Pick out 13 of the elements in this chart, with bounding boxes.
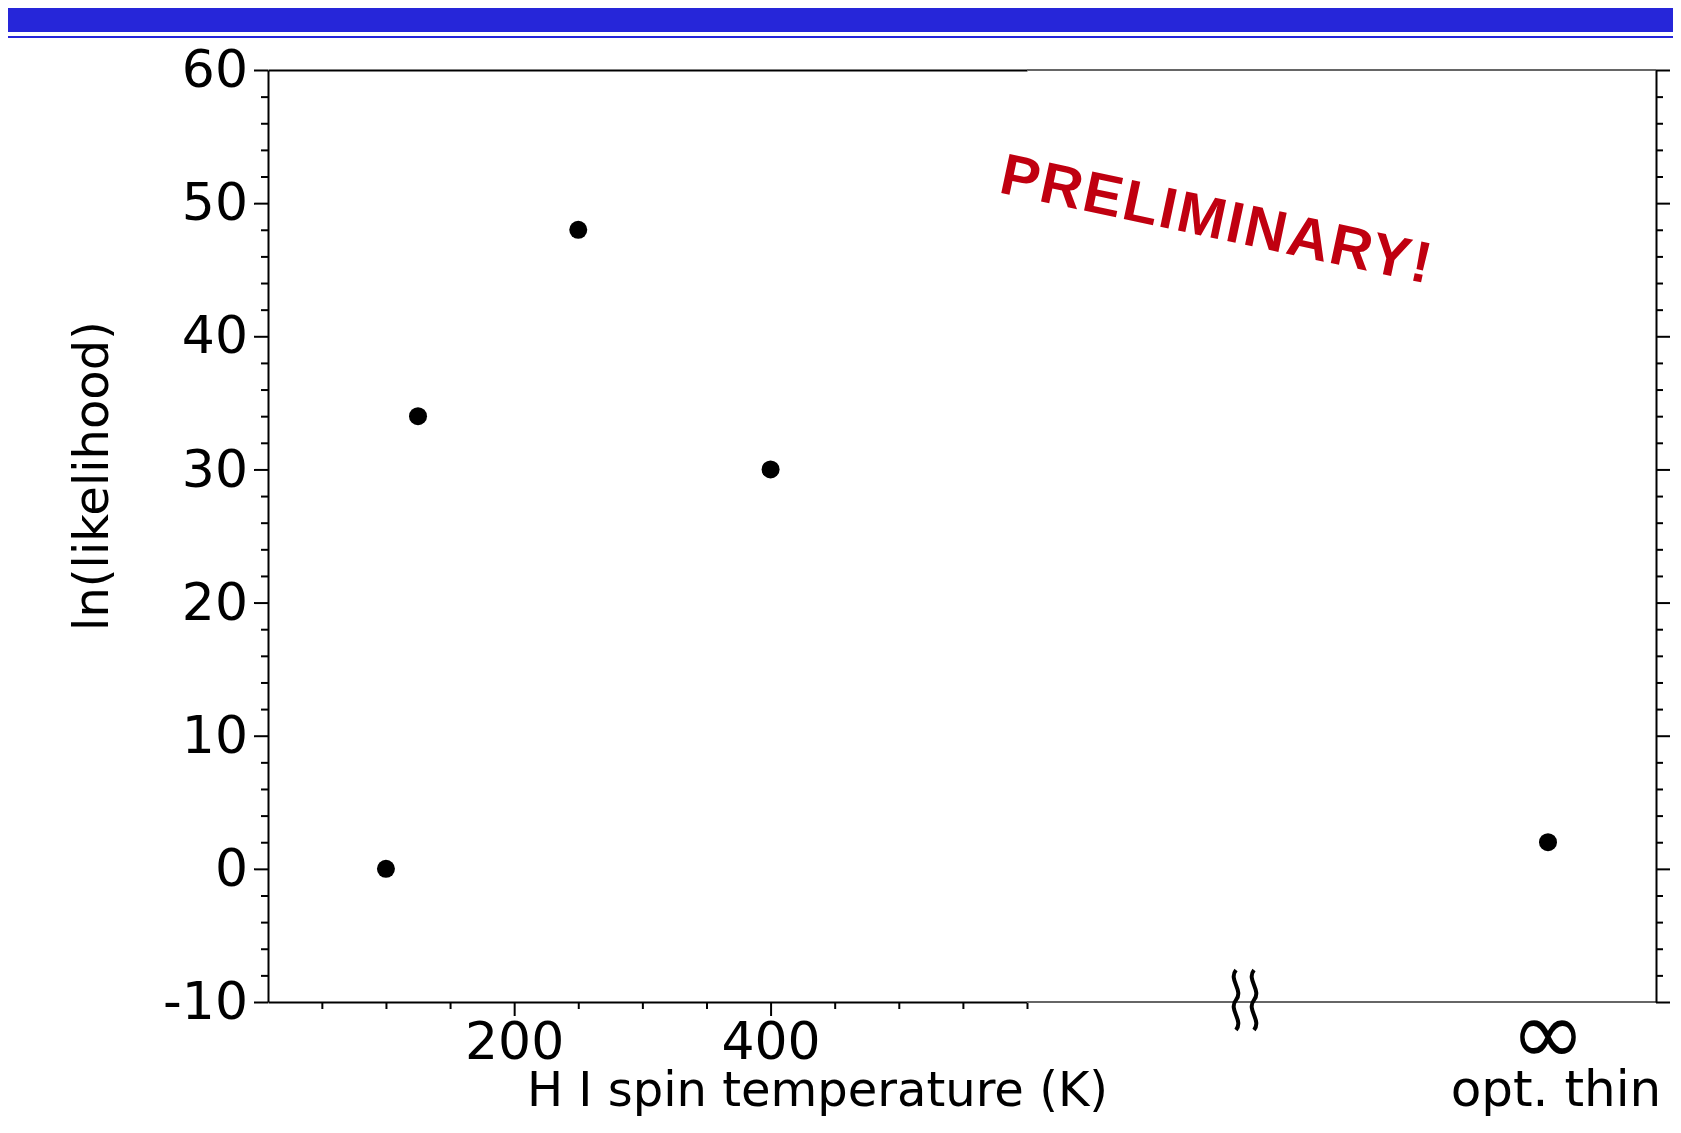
point xyxy=(761,460,780,479)
y-axis-title: ln(likelihood) xyxy=(63,321,119,631)
point xyxy=(409,407,428,426)
point xyxy=(569,220,588,239)
y-tick-label: 40 xyxy=(181,305,248,366)
y-tick-label: 0 xyxy=(214,838,248,898)
y-tick-label: -10 xyxy=(163,971,248,1032)
y-tick-label: 30 xyxy=(181,438,248,499)
y-tick-label: 50 xyxy=(181,172,248,233)
y-tick-label: 20 xyxy=(181,571,248,632)
y-tick-label: 60 xyxy=(181,39,248,100)
point xyxy=(376,859,395,878)
y-tick-label: 10 xyxy=(181,704,248,765)
